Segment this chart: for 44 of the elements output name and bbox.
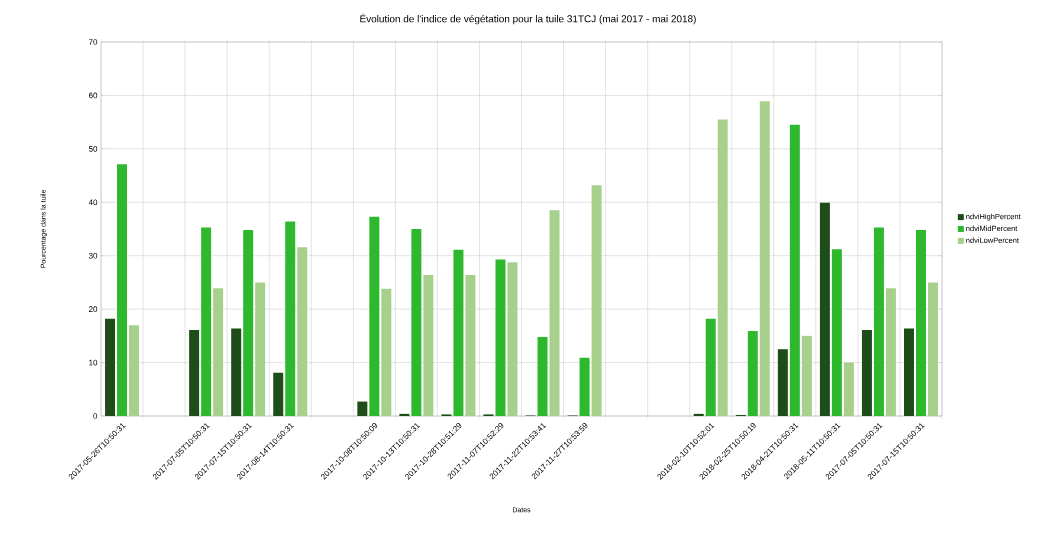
bar — [231, 328, 242, 416]
bar — [381, 288, 392, 416]
bar — [189, 329, 200, 416]
bar — [777, 349, 788, 416]
bar — [831, 249, 842, 416]
bar — [885, 288, 896, 416]
bar — [549, 210, 560, 416]
bar — [861, 329, 872, 416]
bar — [717, 119, 728, 416]
bar — [453, 249, 464, 416]
bar — [915, 230, 926, 416]
bar — [369, 216, 380, 416]
bar — [903, 328, 914, 416]
bar — [255, 282, 266, 416]
bar — [537, 336, 548, 416]
bar — [129, 325, 140, 416]
bar — [117, 164, 128, 416]
bar — [747, 331, 758, 416]
bar — [873, 227, 884, 416]
bar — [357, 401, 368, 416]
bar — [495, 259, 506, 416]
bar — [297, 247, 308, 416]
bar — [759, 101, 770, 416]
bar — [801, 335, 812, 416]
bar — [579, 357, 590, 416]
bar — [927, 282, 938, 416]
bar — [285, 221, 296, 416]
bar — [843, 362, 854, 416]
bar — [423, 274, 434, 416]
bar — [819, 202, 830, 416]
bar — [705, 318, 716, 416]
bar — [243, 230, 254, 416]
bar — [201, 227, 212, 416]
bar — [507, 262, 518, 416]
bar — [591, 185, 602, 416]
bar — [399, 413, 410, 416]
bar — [105, 318, 116, 416]
chart-title: Évolution de l'indice de végétation pour la tuile 31TCJ (mai 2017 - mai 2018) — [360, 13, 696, 25]
bar — [273, 372, 284, 416]
bar — [693, 413, 704, 416]
bar — [411, 229, 422, 416]
bar — [789, 124, 800, 416]
bar — [213, 288, 224, 416]
bar — [465, 274, 476, 416]
